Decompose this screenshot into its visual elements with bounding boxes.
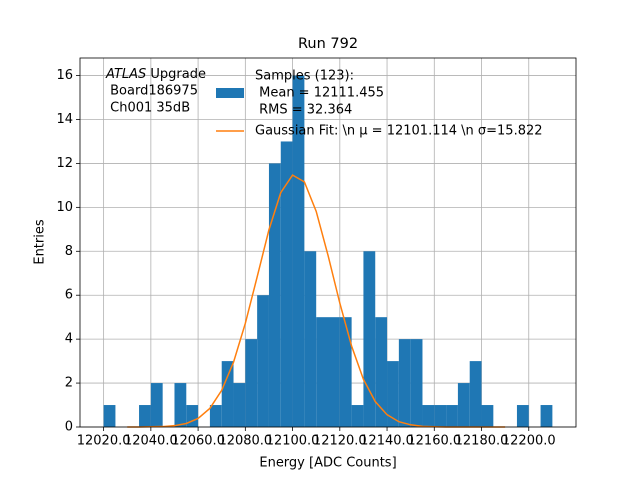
bar: [363, 251, 376, 427]
annotation: ATLAS Upgrade: [105, 67, 206, 82]
bar: [316, 317, 328, 427]
y-tick-label: 12: [56, 156, 73, 171]
y-axis-label: Entries: [33, 219, 48, 265]
bar: [351, 405, 364, 427]
legend-swatch: [216, 88, 244, 98]
bar: [209, 405, 222, 427]
x-tick-label: 12180.0: [455, 434, 509, 449]
x-axis-label: Energy [ADC Counts]: [259, 456, 396, 471]
y-tick-label: 2: [65, 376, 73, 391]
y-tick-label: 0: [65, 420, 73, 435]
x-tick-label: 12020.0: [77, 434, 131, 449]
bar: [174, 383, 187, 427]
annotation-line: Upgrade: [146, 67, 206, 82]
x-tick-label: 12080.0: [218, 434, 272, 449]
y-tick-label: 16: [56, 68, 73, 83]
bar: [422, 405, 435, 427]
bar: [469, 361, 482, 427]
x-tick-label: 12040.0: [124, 434, 178, 449]
y-tick-label: 8: [65, 244, 73, 259]
legend-label: Gaussian Fit: \n μ = 12101.114 \n σ=15.8…: [255, 124, 543, 139]
y-tick-label: 4: [65, 332, 73, 347]
x-tick-label: 12200.0: [502, 434, 556, 449]
chart-title: Run 792: [298, 36, 358, 52]
y-tick-label: 10: [56, 200, 73, 215]
y-tick-label: 14: [56, 112, 73, 127]
annotation-line: Board186975: [106, 84, 198, 99]
x-tick-label: 12120.0: [313, 434, 367, 449]
bar: [339, 317, 352, 427]
bar: [186, 405, 199, 427]
bar: [268, 163, 281, 427]
x-tick-label: 12060.0: [171, 434, 225, 449]
bar: [150, 383, 163, 427]
bar: [221, 361, 234, 427]
bar: [375, 317, 388, 427]
y-tick-label: 6: [65, 288, 73, 303]
bar: [516, 405, 529, 427]
legend-label: Samples (123):: [255, 69, 354, 84]
bar: [481, 405, 494, 427]
x-tick-label: 12140.0: [360, 434, 414, 449]
annotation-italic: ATLAS: [105, 67, 146, 82]
bar: [387, 361, 399, 427]
bar: [434, 405, 447, 427]
bar: [304, 251, 317, 427]
x-tick-label: 12160.0: [407, 434, 461, 449]
bar: [245, 339, 258, 427]
x-tick-label: 12100.0: [266, 434, 320, 449]
bar: [139, 405, 151, 427]
bar: [446, 405, 458, 427]
bar: [257, 295, 269, 427]
bar: [410, 339, 423, 427]
marks: [103, 75, 553, 428]
bar: [103, 405, 116, 427]
bar: [457, 383, 470, 427]
bar: [292, 75, 305, 428]
bar: [328, 317, 340, 427]
plot-frame: [79, 57, 577, 428]
annotation-line: Ch001 35dB: [106, 101, 190, 116]
legend-label: Mean = 12111.455: [255, 86, 384, 101]
bar: [398, 339, 411, 427]
legend-label: RMS = 32.364: [255, 103, 352, 118]
bar: [233, 383, 246, 427]
labels: 0 2 4 6 8 10 12 14 16 12020.012040.012060.012080.…: [56, 67, 555, 449]
bar: [540, 405, 553, 427]
bar: [280, 141, 293, 427]
